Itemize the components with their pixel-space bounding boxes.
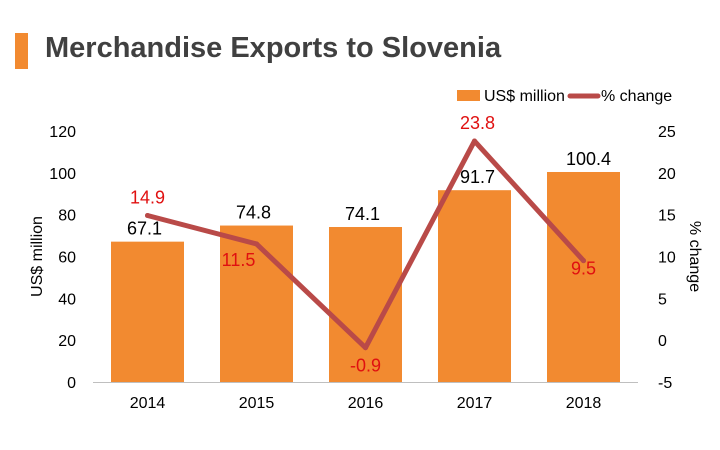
right-axis-tick-label: 20 <box>658 166 676 183</box>
x-axis-tick-label: 2017 <box>457 395 493 412</box>
line-data-label: 23.8 <box>460 113 495 133</box>
bar-2018 <box>547 171 620 382</box>
bar-data-label: 67.1 <box>127 219 162 239</box>
bar-2015 <box>220 225 293 382</box>
line-data-label: 14.9 <box>130 188 165 208</box>
left-axis-tick-label: 120 <box>49 124 76 141</box>
bar-data-label: 74.8 <box>236 203 271 223</box>
right-axis-tick-label: 25 <box>658 124 676 141</box>
x-axis-tick-label: 2016 <box>348 395 384 412</box>
pct-change-point-2014 <box>145 213 150 219</box>
y-axis-label-right: % change <box>686 221 703 292</box>
legend-label-bars: US$ million <box>484 88 565 105</box>
bar-2017 <box>438 190 511 382</box>
right-axis-tick-label: -5 <box>658 375 672 392</box>
legend-swatch-bars <box>457 90 480 101</box>
x-axis-tick-label: 2014 <box>130 395 166 412</box>
right-axis-tick-label: 0 <box>658 333 667 350</box>
y-axis-label: US$ million <box>29 216 46 297</box>
pct-change-point-2015 <box>254 241 259 247</box>
x-axis-tick-label: 2018 <box>566 395 602 412</box>
right-axis-tick-label: 5 <box>658 291 667 308</box>
pct-change-point-2016 <box>363 345 368 351</box>
line-data-label: 11.5 <box>222 250 256 270</box>
left-axis-tick-label: 40 <box>58 291 76 308</box>
left-axis-tick-label: 0 <box>67 375 76 392</box>
left-axis-tick-label: 20 <box>58 333 76 350</box>
left-axis-tick-label: 100 <box>49 166 76 183</box>
left-axis-tick-label: 60 <box>58 250 76 267</box>
right-axis-tick-label: 15 <box>658 208 676 225</box>
x-axis-tick-label: 2015 <box>239 395 275 412</box>
right-axis-tick-label: 10 <box>658 250 676 267</box>
line-data-label: -0.9 <box>350 356 381 376</box>
bar-data-label: 100.4 <box>566 149 611 169</box>
legend-label-line: % change <box>601 88 672 105</box>
pct-change-point-2018 <box>581 258 586 264</box>
title-accent-bar <box>15 33 28 69</box>
pct-change-point-2017 <box>472 138 477 144</box>
bar-data-label: 74.1 <box>345 204 380 224</box>
bar-data-label: 91.7 <box>460 167 495 187</box>
line-data-label: 9.5 <box>571 259 596 279</box>
left-axis-tick-label: 80 <box>58 208 76 225</box>
chart-title: Merchandise Exports to Slovenia <box>45 32 502 64</box>
bar-2014 <box>111 241 184 382</box>
